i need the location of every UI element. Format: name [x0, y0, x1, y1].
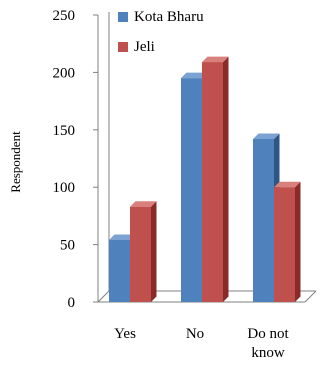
legend-label: Jeli	[134, 39, 155, 55]
x-axis-ticks: Yes No Do not know	[114, 326, 289, 361]
bar-front	[130, 206, 151, 302]
x-tick-label: Do not know	[247, 326, 289, 361]
y-tick-label: 0	[68, 295, 76, 311]
legend-swatch	[118, 42, 128, 52]
legend-label: Kota Bharu	[134, 9, 204, 25]
bar-top	[253, 133, 280, 139]
y-tick-label: 100	[53, 180, 76, 196]
legend-swatch	[118, 12, 128, 22]
bar-jeli-2	[274, 181, 301, 302]
bar-front	[202, 62, 223, 303]
bar-front	[274, 187, 295, 302]
bar-top	[181, 72, 208, 79]
x-tick-label: Yes	[114, 326, 136, 342]
y-axis-title: Respondent	[8, 131, 23, 193]
y-tick-label: 150	[53, 123, 76, 139]
bar-front	[253, 138, 274, 302]
y-axis-ticks: 0 50 100 150 200 250	[53, 8, 98, 311]
bar-top	[274, 181, 301, 188]
bar-top	[130, 201, 157, 207]
bar-top	[202, 56, 229, 63]
bar-jeli-0	[130, 201, 157, 302]
bar-side	[223, 56, 229, 303]
y-tick-label: 250	[53, 8, 76, 24]
bar-side	[295, 181, 301, 302]
bar-top	[109, 234, 136, 241]
x-tick-label: No	[186, 326, 204, 342]
bar-side	[151, 201, 157, 302]
y-tick-label: 200	[53, 65, 76, 81]
y-tick-label: 50	[60, 238, 75, 254]
bar-group	[109, 56, 301, 303]
bar-front	[181, 78, 202, 302]
legend: Kota Bharu Jeli	[118, 9, 204, 55]
bar-jeli-1	[202, 56, 229, 303]
bar-front	[109, 240, 130, 302]
